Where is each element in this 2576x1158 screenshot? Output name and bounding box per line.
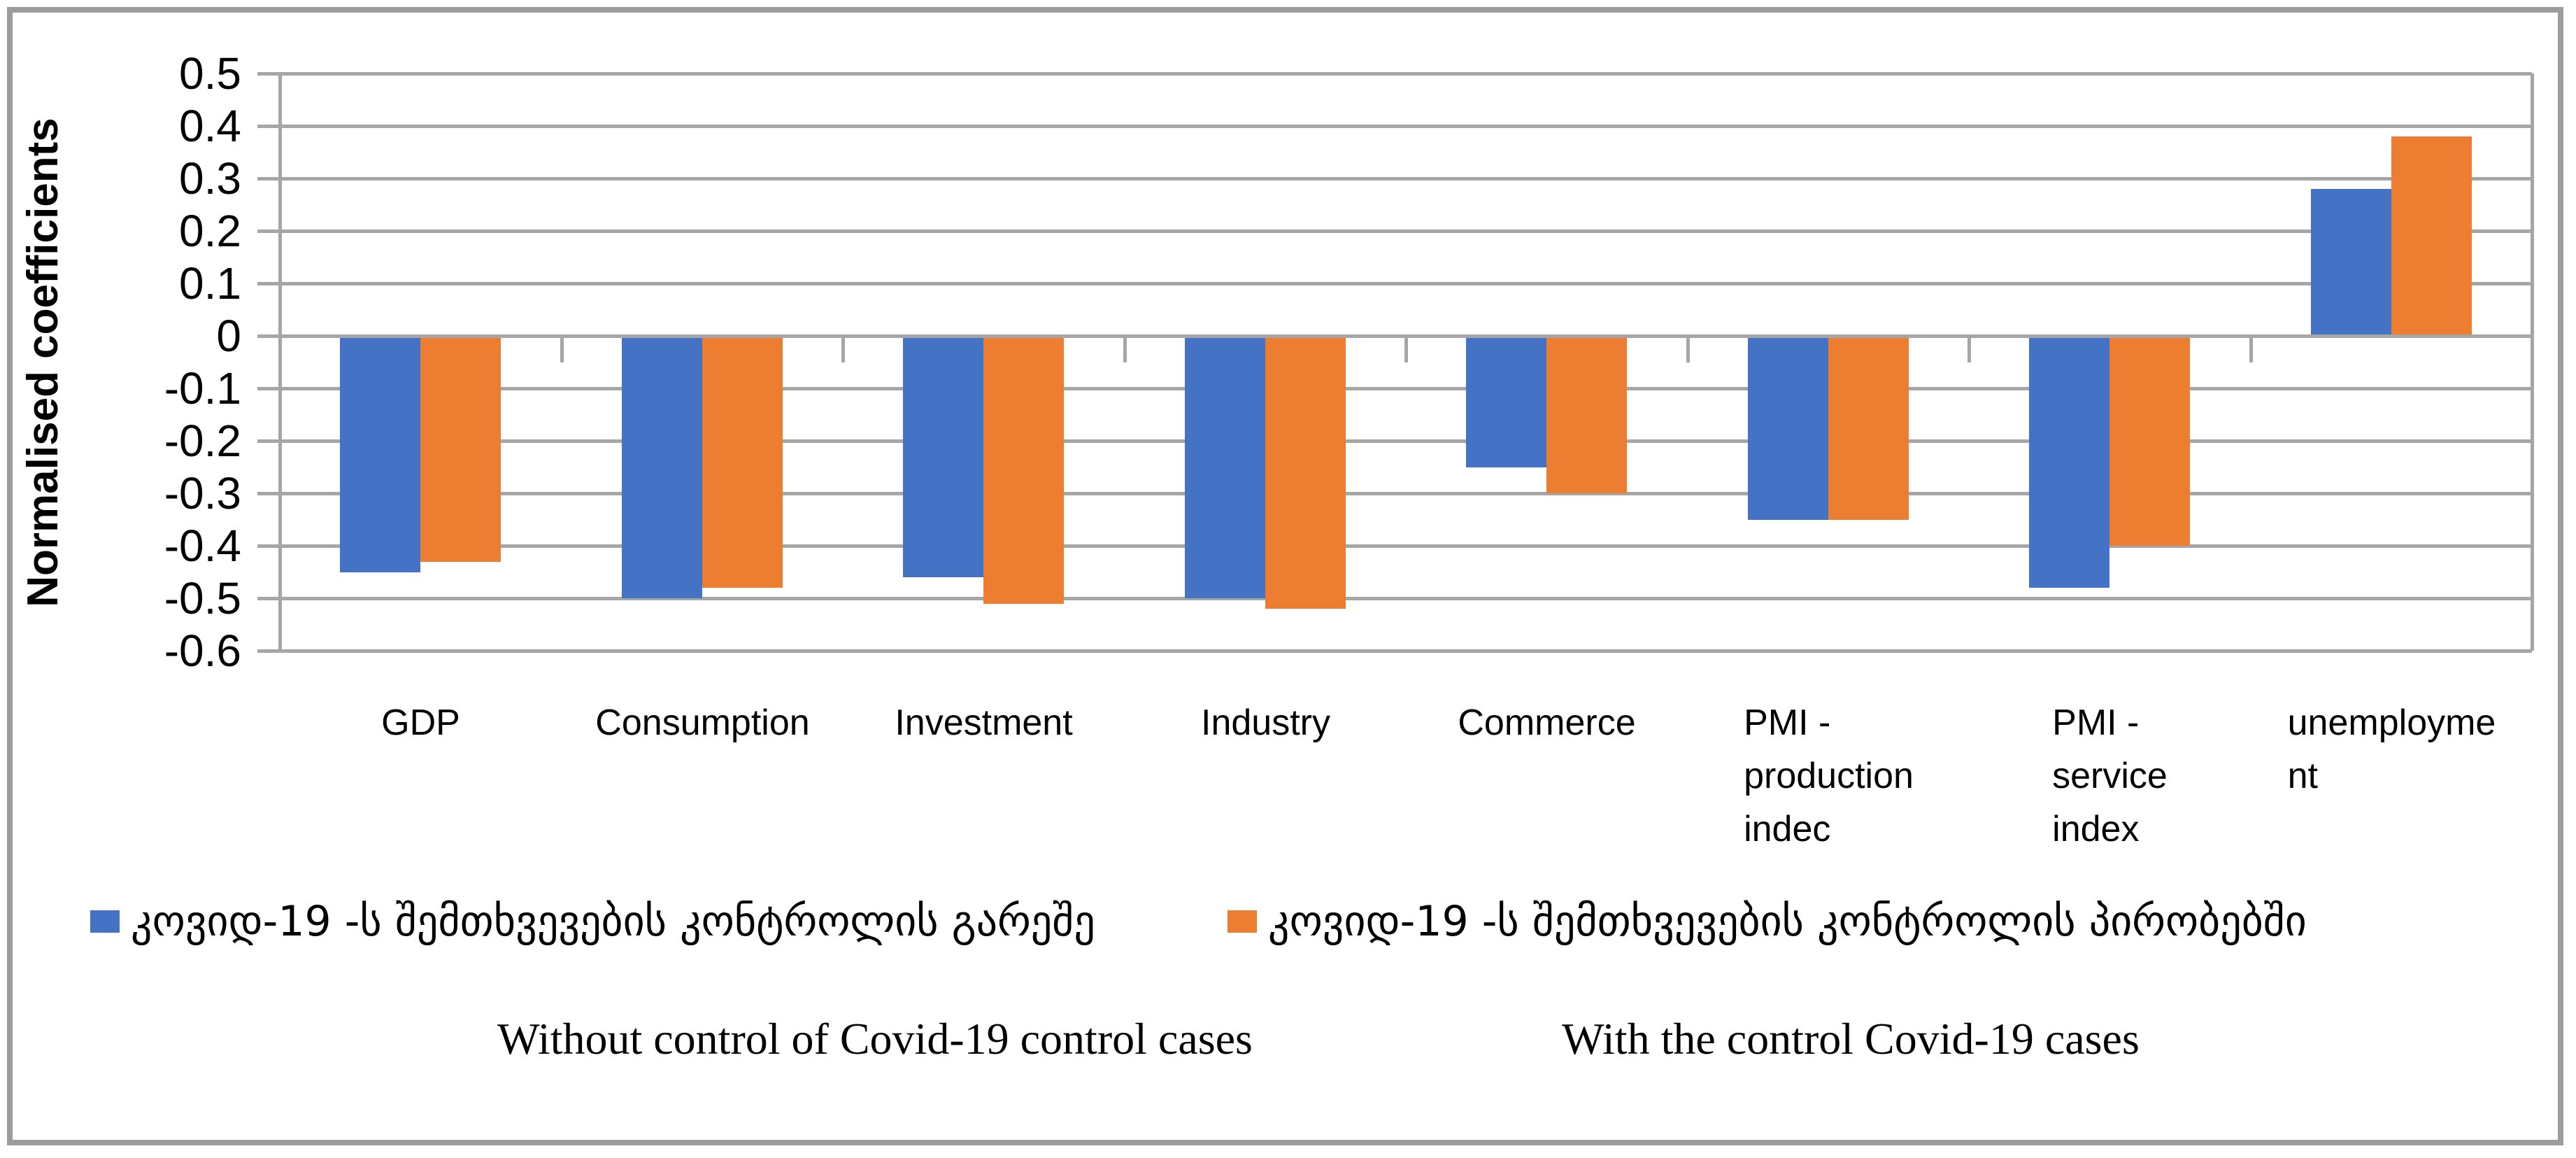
x-tick-mark <box>2249 336 2253 362</box>
y-tick-mark <box>257 439 280 443</box>
gridline <box>280 177 2532 181</box>
category-label: Investment <box>843 696 1125 749</box>
gridline <box>280 597 2532 600</box>
y-tick-mark <box>257 72 280 76</box>
y-tick-label: -0.6 <box>164 626 241 676</box>
bar-blue-4 <box>1185 336 1265 598</box>
y-axis-line <box>278 73 282 651</box>
y-tick-label: -0.3 <box>164 468 241 518</box>
category-label: Commerce <box>1406 696 1688 749</box>
y-tick-mark <box>257 230 280 233</box>
gridline <box>280 492 2532 495</box>
gridline <box>280 72 2532 76</box>
bar-blue-7 <box>2029 336 2109 588</box>
x-tick-mark <box>1686 336 1690 362</box>
bar-orange-2 <box>702 336 783 588</box>
legend-swatch-blue <box>90 910 120 933</box>
x-tick-mark <box>841 336 845 362</box>
category-label-text: GDP <box>381 702 460 743</box>
gridline <box>280 649 2532 653</box>
category-label: PMI - production indec <box>1688 696 1970 856</box>
legend-label-without-control: კოვიდ-19 -ს შემთხვევების კონტროლის გარეშ… <box>131 897 1095 946</box>
x-tick-mark <box>1404 336 1408 362</box>
gridline <box>280 439 2532 443</box>
y-tick-label: 0.4 <box>179 101 241 151</box>
caption-without-control: Without control of Covid-19 control case… <box>497 1014 1253 1064</box>
y-tick-label: 0.5 <box>179 48 241 99</box>
bar-blue-8 <box>2311 189 2391 336</box>
y-tick-label: -0.5 <box>164 573 241 623</box>
y-tick-label: 0 <box>216 311 241 361</box>
bar-blue-1 <box>340 336 420 572</box>
plot-right-border <box>2531 73 2534 651</box>
category-label-text: unemployme nt <box>2287 702 2496 796</box>
y-tick-mark <box>257 544 280 548</box>
figure-border <box>7 7 2563 1145</box>
x-tick-mark <box>1967 336 1971 362</box>
category-label-text: Consumption <box>595 702 810 743</box>
bar-orange-6 <box>1828 336 1909 520</box>
gridline <box>280 230 2532 233</box>
y-tick-label: 0.2 <box>179 206 241 256</box>
bar-orange-3 <box>983 336 1064 604</box>
y-tick-mark <box>257 334 280 338</box>
x-tick-mark <box>1123 336 1127 362</box>
gridline <box>280 387 2532 390</box>
x-tick-mark <box>560 336 564 362</box>
category-label-text: PMI - service index <box>2052 702 2168 849</box>
bar-orange-5 <box>1546 336 1627 493</box>
bar-orange-1 <box>420 336 501 562</box>
legend-label-with-control: კოვიდ-19 -ს შემთხვევების კონტროლის პირობ… <box>1268 897 2307 946</box>
category-label-text: Commerce <box>1458 702 1636 743</box>
category-label-text: Industry <box>1201 702 1330 743</box>
gridline <box>280 125 2532 128</box>
category-label-text: Investment <box>895 702 1073 743</box>
category-label: GDP <box>280 696 562 749</box>
category-label: Industry <box>1125 696 1407 749</box>
y-tick-mark <box>257 177 280 181</box>
bar-orange-4 <box>1265 336 1346 609</box>
bar-blue-6 <box>1748 336 1828 520</box>
category-label: Consumption <box>562 696 844 749</box>
y-tick-mark <box>257 492 280 495</box>
bar-orange-8 <box>2391 136 2472 336</box>
y-tick-mark <box>257 597 280 600</box>
category-label-text: PMI - production indec <box>1744 702 1914 849</box>
caption-with-control: With the control Covid-19 cases <box>1562 1014 2140 1064</box>
y-tick-mark <box>257 649 280 653</box>
gridline <box>280 282 2532 285</box>
legend-item-with-control: კოვიდ-19 -ს შემთხვევების კონტროლის პირობ… <box>1227 897 2307 946</box>
y-tick-mark <box>257 387 280 390</box>
bar-orange-7 <box>2109 336 2190 546</box>
y-tick-mark <box>257 282 280 285</box>
y-tick-label: -0.2 <box>164 416 241 466</box>
bar-blue-2 <box>622 336 702 598</box>
gridline <box>280 544 2532 548</box>
legend-swatch-orange <box>1227 910 1257 933</box>
bar-blue-3 <box>903 336 983 577</box>
y-tick-label: 0.3 <box>179 153 241 204</box>
y-tick-label: 0.1 <box>179 258 241 309</box>
bar-blue-5 <box>1466 336 1546 467</box>
category-label: unemployme nt <box>2251 696 2533 803</box>
y-tick-label: -0.1 <box>164 363 241 414</box>
y-tick-mark <box>257 125 280 128</box>
category-label: PMI - service index <box>1969 696 2251 856</box>
legend-item-without-control: კოვიდ-19 -ს შემთხვევების კონტროლის გარეშ… <box>90 897 1095 946</box>
y-tick-label: -0.4 <box>164 521 241 571</box>
